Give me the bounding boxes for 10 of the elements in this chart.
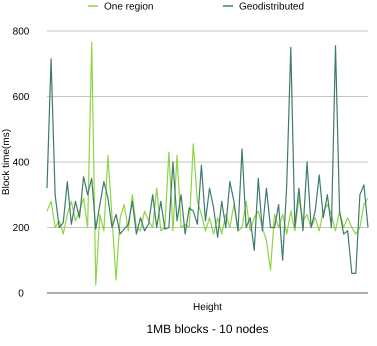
y-tick-label: 400 (12, 158, 30, 168)
y-tick-label: 600 (12, 92, 30, 103)
y-tick-label: 800 (12, 26, 30, 38)
y-tick-label: 200 (12, 223, 30, 234)
text: 1MB blocks - 10 nodes (146, 322, 269, 336)
y-axis-title: Block time(ms) (1, 128, 12, 196)
legend-label: One region (104, 2, 154, 12)
y-tick-label: 0 (18, 288, 24, 300)
legend-label: Geodistributed (239, 2, 304, 12)
x-axis-title: Height (193, 302, 222, 313)
